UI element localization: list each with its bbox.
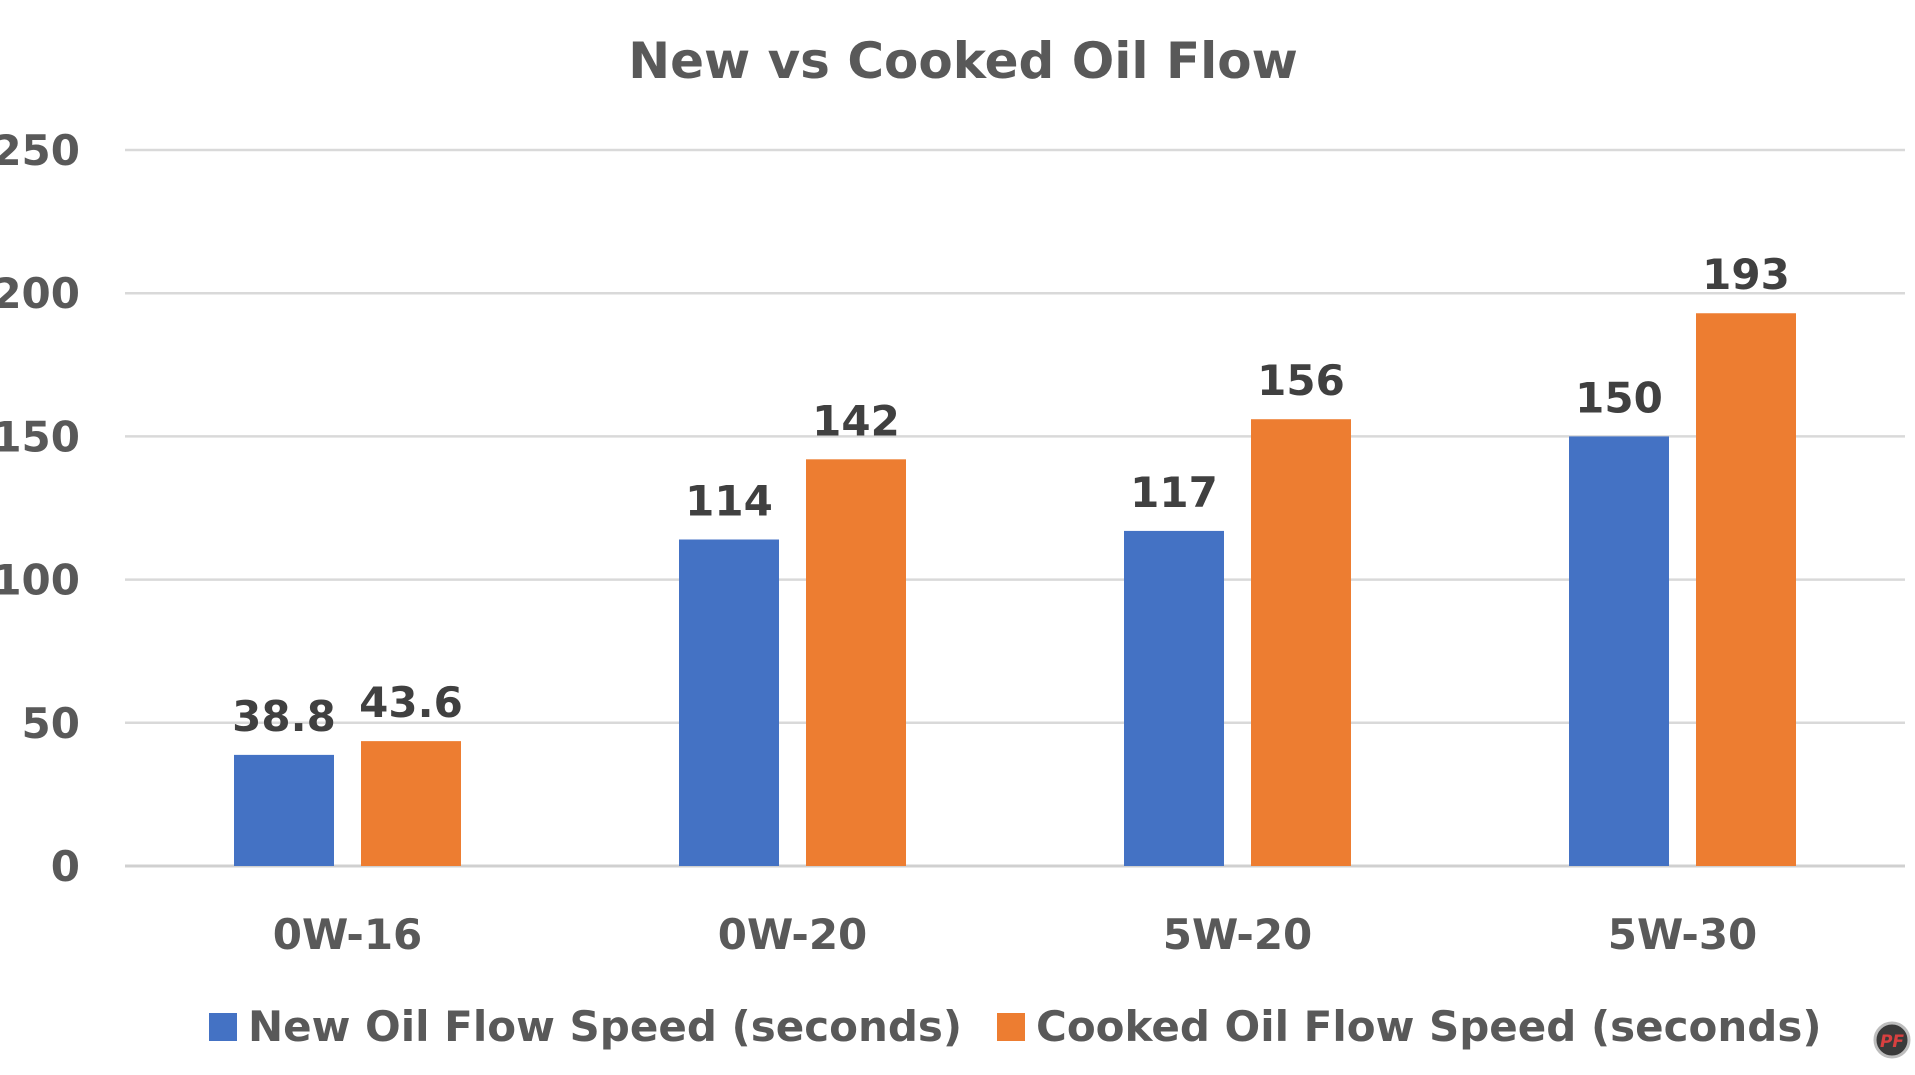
data-label: 114 xyxy=(685,477,773,526)
x-tick-label: 0W-16 xyxy=(273,910,423,959)
data-label: 43.6 xyxy=(359,678,463,727)
y-tick-label: 50 xyxy=(22,699,80,748)
x-axis-ticks: 0W-16 0W-20 5W-20 5W-30 xyxy=(273,910,1758,959)
watermark-badge-icon xyxy=(1873,1021,1911,1059)
y-tick-label: 150 xyxy=(0,412,80,461)
y-tick-label: 0 xyxy=(51,842,80,891)
bar-cooked-oil-0w-16 xyxy=(361,741,461,866)
y-tick-label: 100 xyxy=(0,556,80,605)
x-tick-label: 5W-30 xyxy=(1608,910,1758,959)
chart-title: New vs Cooked Oil Flow xyxy=(628,32,1298,90)
data-label: 117 xyxy=(1130,468,1218,517)
bar-cooked-oil-5w-20 xyxy=(1251,419,1351,866)
bar-cooked-oil-5w-30 xyxy=(1696,313,1796,866)
data-label: 38.8 xyxy=(232,692,336,741)
data-label: 156 xyxy=(1257,356,1345,405)
bar-new-oil-0w-20 xyxy=(679,539,779,866)
data-label: 150 xyxy=(1575,373,1663,422)
data-label: 142 xyxy=(812,396,900,445)
watermark-text: PF xyxy=(1880,1032,1904,1052)
bar-cooked-oil-0w-20 xyxy=(806,459,906,866)
bar-new-oil-5w-20 xyxy=(1124,530,1224,866)
legend: New Oil Flow Speed (seconds) Cooked Oil F… xyxy=(209,1002,1822,1051)
legend-swatch xyxy=(997,1013,1025,1041)
data-label: 193 xyxy=(1702,250,1790,299)
y-axis-ticks: 0 50 100 150 200 250 xyxy=(0,126,80,891)
bar-new-oil-0w-16 xyxy=(234,754,334,866)
legend-label: Cooked Oil Flow Speed (seconds) xyxy=(1036,1002,1822,1051)
legend-swatch xyxy=(209,1013,237,1041)
x-tick-label: 0W-20 xyxy=(718,910,868,959)
data-labels: 38.8 43.6 114 142 117 156 150 193 xyxy=(232,250,1790,741)
y-tick-label: 200 xyxy=(0,269,80,318)
bars xyxy=(234,313,1796,866)
y-tick-label: 250 xyxy=(0,126,80,175)
bar-new-oil-5w-30 xyxy=(1569,436,1669,866)
legend-label: New Oil Flow Speed (seconds) xyxy=(248,1002,962,1051)
x-tick-label: 5W-20 xyxy=(1163,910,1313,959)
watermark-logo: PF xyxy=(1873,1021,1911,1059)
